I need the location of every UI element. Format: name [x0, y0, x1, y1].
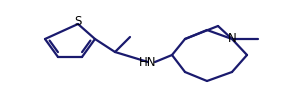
- Text: N: N: [228, 32, 236, 45]
- Text: S: S: [74, 15, 82, 28]
- Text: HN: HN: [139, 56, 157, 69]
